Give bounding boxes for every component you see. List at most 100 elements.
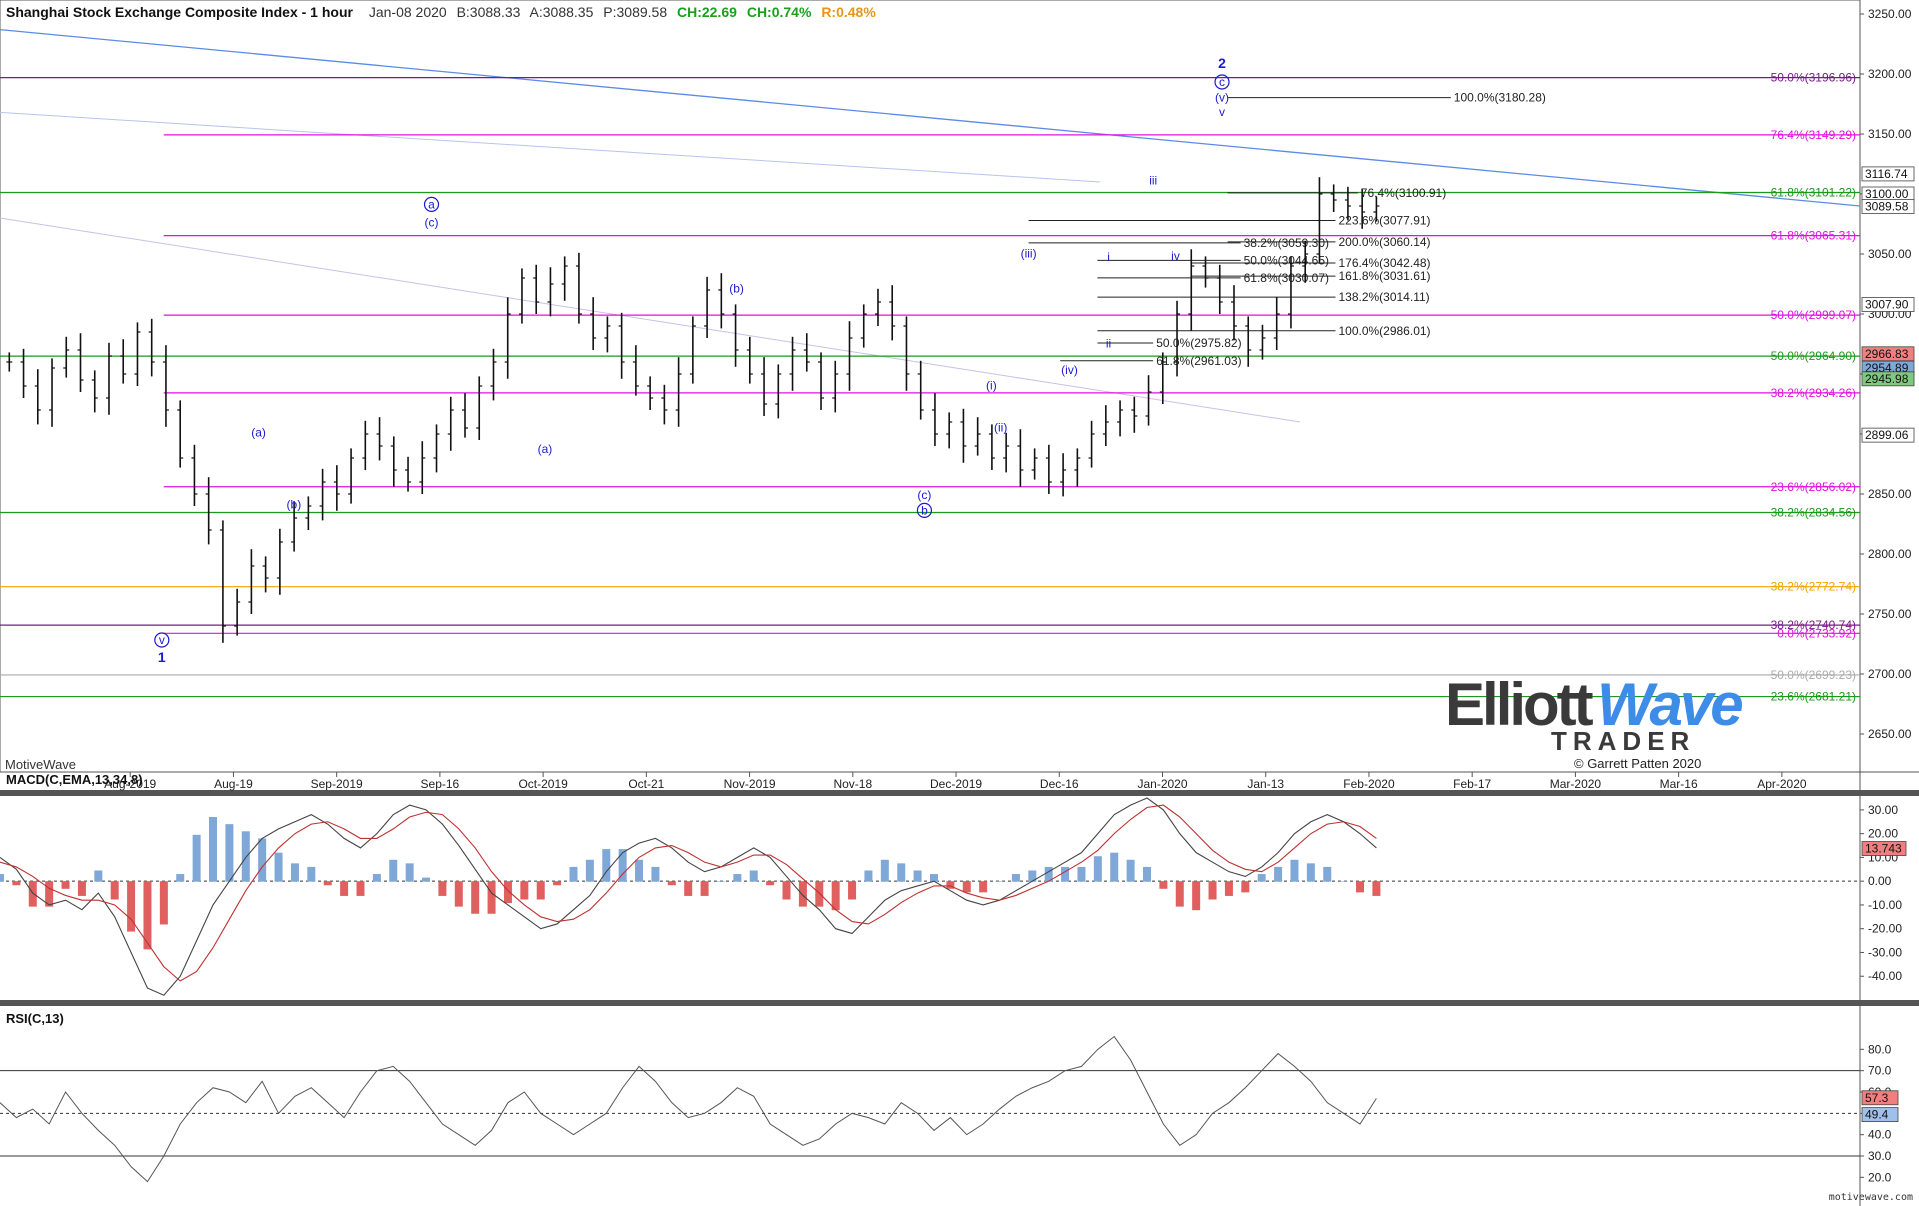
fib-level-label: 23.6%(2856.02): [1771, 480, 1856, 494]
price-axis-marker-label: 2966.83: [1865, 347, 1909, 361]
macd-histogram-bar: [569, 866, 578, 882]
rsi-tick-label: 80.0: [1868, 1042, 1892, 1056]
wave-label: (a): [538, 442, 553, 456]
time-tick-label: Jan-13: [1247, 777, 1284, 791]
wave-label: 2: [1218, 55, 1226, 71]
macd-histogram-bar: [635, 859, 644, 882]
macd-title: MACD(C,EMA,13,34,8): [6, 772, 143, 787]
wave-label-circle: [154, 632, 170, 648]
macd-value-label: 13.743: [1865, 842, 1902, 856]
macd-histogram-bar: [1159, 881, 1168, 889]
macd-tick-label: -30.00: [1868, 945, 1902, 959]
copyright-text: © Garrett Patten 2020: [1574, 756, 1702, 771]
time-tick-label: Nov-18: [833, 777, 872, 791]
macd-histogram-bar: [1044, 866, 1053, 882]
macd-histogram-bar: [0, 874, 4, 882]
macd-histogram-bar: [454, 881, 463, 907]
macd-histogram-bar: [405, 863, 414, 882]
wave-label: (ii): [994, 421, 1007, 435]
macd-histogram-bar: [1126, 859, 1135, 882]
wave-label: (iii): [1021, 247, 1037, 261]
macd-histogram-bar: [1192, 881, 1201, 911]
projection-label: 61.8%(2961.03): [1156, 354, 1241, 368]
fib-level-label: 50.0%(2699.23): [1771, 668, 1856, 682]
platform-label: MotiveWave: [5, 757, 77, 772]
wave-label: iv: [1171, 249, 1180, 263]
macd-histogram-bar: [1274, 866, 1283, 882]
macd-histogram-bar: [962, 881, 971, 893]
macd-histogram-bar: [1241, 881, 1250, 893]
wave-label: v: [1219, 105, 1225, 119]
time-tick-label: Dec-2019: [930, 777, 982, 791]
macd-histogram-bar: [553, 881, 562, 886]
time-tick-label: Sep-2019: [311, 777, 363, 791]
macd-histogram-bar: [127, 881, 136, 932]
macd-histogram-bar: [422, 877, 431, 882]
macd-histogram-bar: [94, 870, 103, 882]
fib-level-label: 61.8%(3065.31): [1771, 229, 1856, 243]
footer-site: motivewave.com: [1828, 1192, 1913, 1203]
macd-histogram-bar: [667, 881, 676, 886]
rsi-tick-label: 40.0: [1868, 1128, 1892, 1142]
time-tick-label: Apr-2020: [1757, 777, 1807, 791]
rsi-title: RSI(C,13): [6, 1011, 64, 1026]
price-panel-frame: [0, 0, 1861, 773]
macd-histogram-bar: [1257, 874, 1266, 882]
macd-histogram-bar: [143, 881, 152, 950]
macd-tick-label: 20.00: [1868, 827, 1898, 841]
wave-label: iii: [1149, 173, 1157, 187]
price-axis-marker: [1861, 371, 1915, 387]
macd-histogram-bar: [471, 881, 480, 914]
macd-tick-label: -40.00: [1868, 969, 1902, 983]
macd-histogram-bar: [225, 824, 234, 882]
macd-histogram-bar: [1175, 881, 1184, 907]
rsi-value-marker: [1861, 1090, 1899, 1106]
macd-histogram-bar: [209, 817, 218, 882]
macd-histogram-bar: [1011, 874, 1020, 882]
time-tick-label: Aug-2019: [104, 777, 156, 791]
macd-histogram-bar: [61, 881, 70, 889]
panel-separator: [0, 1000, 1919, 1006]
time-tick-label: Mar-16: [1660, 777, 1698, 791]
fib-level-label: 38.2%(2772.74): [1771, 580, 1856, 594]
wave-label: i: [1107, 250, 1110, 264]
quote-price: P:3089.58: [603, 4, 668, 20]
macd-histogram-bar: [716, 881, 725, 882]
elliottwave-trader-logo: Elliott Wave TRADER: [1445, 670, 1765, 760]
macd-histogram-bar: [1290, 859, 1299, 882]
macd-histogram-bar: [307, 866, 316, 882]
price-axis-marker-label: 3116.74: [1865, 167, 1908, 181]
price-axis-marker: [1861, 166, 1915, 182]
price-tick-label: 2700.00: [1868, 667, 1912, 681]
logo-word-elliott: Elliott: [1445, 671, 1594, 738]
logo-word-wave: Wave: [1597, 671, 1744, 738]
projection-label: 161.8%(3031.61): [1338, 269, 1430, 283]
macd-histogram-bar: [831, 881, 840, 911]
macd-tick-label: 0.00: [1868, 874, 1892, 888]
macd-histogram-bar: [290, 863, 299, 882]
price-tick-label: 2800.00: [1868, 547, 1912, 561]
fib-level-label: 50.0%(2964.90): [1771, 349, 1856, 363]
macd-histogram-bar: [782, 881, 791, 900]
macd-histogram-bar: [274, 852, 283, 882]
macd-histogram-bar: [1356, 881, 1365, 893]
time-tick-label: Nov-2019: [724, 777, 776, 791]
projection-label: 138.2%(3014.11): [1338, 290, 1429, 304]
projection-label: 200.0%(3060.14): [1338, 235, 1430, 249]
wave-label: (iv): [1061, 363, 1078, 377]
wave-label: (i): [986, 379, 997, 393]
macd-line: [0, 797, 1377, 996]
macd-histogram-bar: [1323, 866, 1332, 882]
projection-label: 100.0%(3180.28): [1454, 91, 1546, 105]
time-axis-band: [0, 772, 1919, 790]
macd-histogram-bar: [1224, 881, 1233, 896]
macd-histogram-bar: [946, 881, 955, 889]
wave-label: (c): [917, 488, 931, 502]
price-axis-marker: [1861, 427, 1915, 443]
macd-histogram-bar: [1208, 881, 1217, 900]
price-axis-marker-label: 3089.58: [1865, 200, 1909, 214]
wave-label: c: [1219, 75, 1225, 89]
macd-histogram-bar: [1061, 866, 1070, 882]
price-axis-marker-label: 2899.06: [1865, 428, 1909, 442]
